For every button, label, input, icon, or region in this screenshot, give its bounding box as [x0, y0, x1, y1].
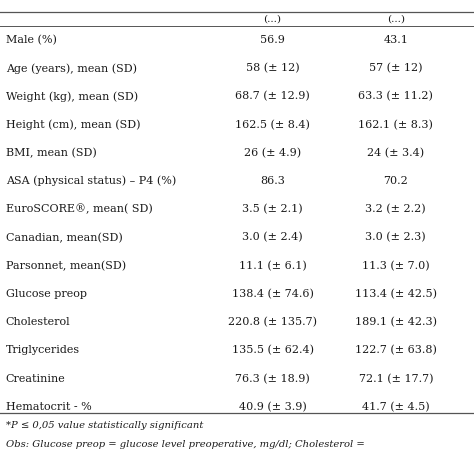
Text: 135.5 (± 62.4): 135.5 (± 62.4): [232, 345, 313, 356]
Text: Parsonnet, mean(SD): Parsonnet, mean(SD): [6, 261, 126, 271]
Text: 56.9: 56.9: [260, 35, 285, 45]
Text: 76.3 (± 18.9): 76.3 (± 18.9): [235, 374, 310, 384]
Text: 162.1 (± 8.3): 162.1 (± 8.3): [358, 119, 433, 130]
Text: ASA (physical status) – P4 (%): ASA (physical status) – P4 (%): [6, 176, 176, 186]
Text: 3.0 (± 2.3): 3.0 (± 2.3): [365, 232, 426, 243]
Text: 11.1 (± 6.1): 11.1 (± 6.1): [239, 261, 306, 271]
Text: 11.3 (± 7.0): 11.3 (± 7.0): [362, 261, 429, 271]
Text: Height (cm), mean (SD): Height (cm), mean (SD): [6, 119, 140, 130]
Text: Hematocrit - %: Hematocrit - %: [6, 402, 91, 412]
Text: 40.9 (± 3.9): 40.9 (± 3.9): [239, 401, 306, 412]
Text: Age (years), mean (SD): Age (years), mean (SD): [6, 63, 137, 73]
Text: 57 (± 12): 57 (± 12): [369, 63, 422, 73]
Text: (...): (...): [264, 15, 282, 23]
Text: (...): (...): [387, 15, 405, 23]
Text: BMI, mean (SD): BMI, mean (SD): [6, 148, 96, 158]
Text: 3.5 (± 2.1): 3.5 (± 2.1): [242, 204, 303, 215]
Text: 72.1 (± 17.7): 72.1 (± 17.7): [358, 374, 433, 384]
Text: 70.2: 70.2: [383, 176, 408, 186]
Text: 58 (± 12): 58 (± 12): [246, 63, 300, 73]
Text: Obs: Glucose preop = glucose level preoperative, mg/dl; Cholesterol =: Obs: Glucose preop = glucose level preop…: [6, 440, 365, 449]
Text: EuroSCORE®, mean( SD): EuroSCORE®, mean( SD): [6, 204, 153, 215]
Text: Male (%): Male (%): [6, 35, 56, 46]
Text: Cholesterol: Cholesterol: [6, 317, 70, 327]
Text: 24 (± 3.4): 24 (± 3.4): [367, 148, 424, 158]
Text: Creatinine: Creatinine: [6, 374, 65, 383]
Text: 3.0 (± 2.4): 3.0 (± 2.4): [242, 232, 303, 243]
Text: 113.4 (± 42.5): 113.4 (± 42.5): [355, 289, 437, 299]
Text: 162.5 (± 8.4): 162.5 (± 8.4): [235, 119, 310, 130]
Text: 26 (± 4.9): 26 (± 4.9): [244, 148, 301, 158]
Text: 41.7 (± 4.5): 41.7 (± 4.5): [362, 401, 429, 412]
Text: Triglycerides: Triglycerides: [6, 346, 80, 356]
Text: 122.7 (± 63.8): 122.7 (± 63.8): [355, 345, 437, 356]
Text: 63.3 (± 11.2): 63.3 (± 11.2): [358, 91, 433, 102]
Text: Weight (kg), mean (SD): Weight (kg), mean (SD): [6, 91, 138, 102]
Text: 220.8 (± 135.7): 220.8 (± 135.7): [228, 317, 317, 328]
Text: 3.2 (± 2.2): 3.2 (± 2.2): [365, 204, 426, 215]
Text: 86.3: 86.3: [260, 176, 285, 186]
Text: 68.7 (± 12.9): 68.7 (± 12.9): [235, 91, 310, 102]
Text: 43.1: 43.1: [383, 35, 408, 45]
Text: 189.1 (± 42.3): 189.1 (± 42.3): [355, 317, 437, 328]
Text: *P ≤ 0,05 value statistically significant: *P ≤ 0,05 value statistically significan…: [6, 421, 203, 430]
Text: 138.4 (± 74.6): 138.4 (± 74.6): [232, 289, 313, 299]
Text: Glucose preop: Glucose preop: [6, 289, 87, 299]
Text: Canadian, mean(SD): Canadian, mean(SD): [6, 232, 122, 243]
